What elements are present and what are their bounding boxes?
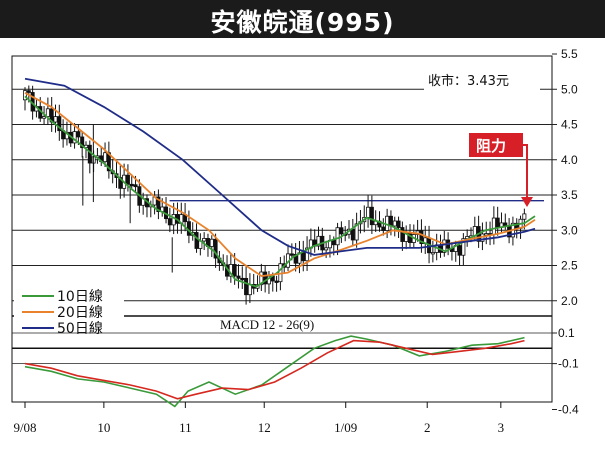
legend-label: 10日線 <box>57 289 103 305</box>
ma-line-2 <box>24 92 536 278</box>
y-tick-label: 4.0 <box>561 153 578 167</box>
candle-body <box>369 206 374 226</box>
y-tick-label: 5.5 <box>561 47 578 61</box>
candle-body <box>442 239 447 253</box>
y-tick-label: 2.5 <box>561 259 578 273</box>
candle-body <box>209 238 214 247</box>
candle-body <box>263 271 268 285</box>
candle-body <box>232 264 237 277</box>
candle-body <box>240 277 245 281</box>
candle-body <box>388 215 393 227</box>
candle-body <box>457 245 462 256</box>
resistance-label-box <box>469 133 523 157</box>
candle-body <box>430 252 435 255</box>
candle-body <box>53 116 58 123</box>
candle-body <box>495 217 500 228</box>
candle-body <box>301 252 306 262</box>
candle-body <box>247 284 252 296</box>
x-tick-label: 11 <box>179 420 192 435</box>
x-tick-label: 3 <box>498 420 505 435</box>
legend-label: 20日線 <box>57 305 103 321</box>
candle-body <box>491 217 496 235</box>
candle-body <box>167 218 172 226</box>
candle-body <box>461 238 466 256</box>
candle-body <box>316 235 321 247</box>
candle-body <box>274 280 279 283</box>
y-tick-label: -0.1 <box>558 357 579 371</box>
x-tick-label: 1/09 <box>334 420 357 435</box>
candle-body <box>103 152 108 163</box>
y-tick-label: 4.5 <box>561 118 578 132</box>
candle-body <box>289 253 294 256</box>
close-label-bg <box>424 68 540 90</box>
x-tick-label: 10 <box>97 420 110 435</box>
y-tick-label: 0.1 <box>558 326 575 340</box>
candle-body <box>465 236 470 240</box>
title-bar: 安徽皖通(995) <box>0 0 605 40</box>
y-tick-label: 3.5 <box>561 188 578 202</box>
candle-body <box>156 196 161 213</box>
x-tick-label: 2 <box>424 420 431 435</box>
macd-line-2 <box>24 339 525 400</box>
candle-body <box>392 220 397 227</box>
candle-body <box>293 253 298 264</box>
y-tick-label: 2.0 <box>561 294 578 308</box>
macd-line-1 <box>24 335 525 408</box>
x-tick-label: 12 <box>258 420 271 435</box>
candle-body <box>339 227 344 235</box>
candle-body <box>80 136 85 149</box>
ma-line-3 <box>24 77 536 256</box>
candle-body <box>484 233 489 236</box>
candle-body <box>87 144 92 164</box>
candle-body <box>305 247 310 262</box>
legend-label: 50日線 <box>57 321 103 337</box>
candle-body <box>350 228 355 241</box>
chart-title: 安徽皖通(995) <box>210 8 395 37</box>
candle-body <box>324 247 329 251</box>
candle-body <box>213 238 218 259</box>
candle-body <box>76 131 81 138</box>
candle-body <box>366 206 371 218</box>
candle-body <box>259 271 264 286</box>
y-tick-label: 5.0 <box>561 82 578 96</box>
candle-body <box>125 174 130 185</box>
resistance-arrow-line <box>523 144 528 199</box>
y-tick-label: 3.0 <box>561 223 578 237</box>
candle-body <box>419 230 424 244</box>
candle-body <box>22 90 27 101</box>
candle-body <box>26 90 31 93</box>
candle-body <box>331 239 336 246</box>
candle-body <box>171 214 176 226</box>
candle-body <box>396 220 401 228</box>
candle-body <box>57 116 62 132</box>
candle-body <box>45 108 50 117</box>
candle-body <box>400 227 405 242</box>
resistance-label: 阻力 <box>476 137 506 155</box>
y-tick-label: -0.4 <box>558 403 579 417</box>
candle-body <box>522 213 527 220</box>
candle-body <box>133 184 138 188</box>
candle-body <box>381 226 386 231</box>
candle-body <box>236 275 241 279</box>
candle-body <box>194 232 199 249</box>
plot-frame <box>11 55 553 403</box>
x-tick-label: 9/08 <box>13 420 36 435</box>
candle-body <box>354 223 359 241</box>
candle-body <box>244 278 249 296</box>
candle-body <box>202 238 207 242</box>
candle-body <box>335 227 340 246</box>
macd-title: MACD 12 - 26(9) <box>220 317 314 332</box>
resistance-arrow-head <box>521 197 533 207</box>
legend <box>14 284 124 338</box>
candle-body <box>42 116 47 119</box>
ma-line-1 <box>24 95 536 288</box>
close-price-label: 收市：3.43元 <box>428 73 509 89</box>
